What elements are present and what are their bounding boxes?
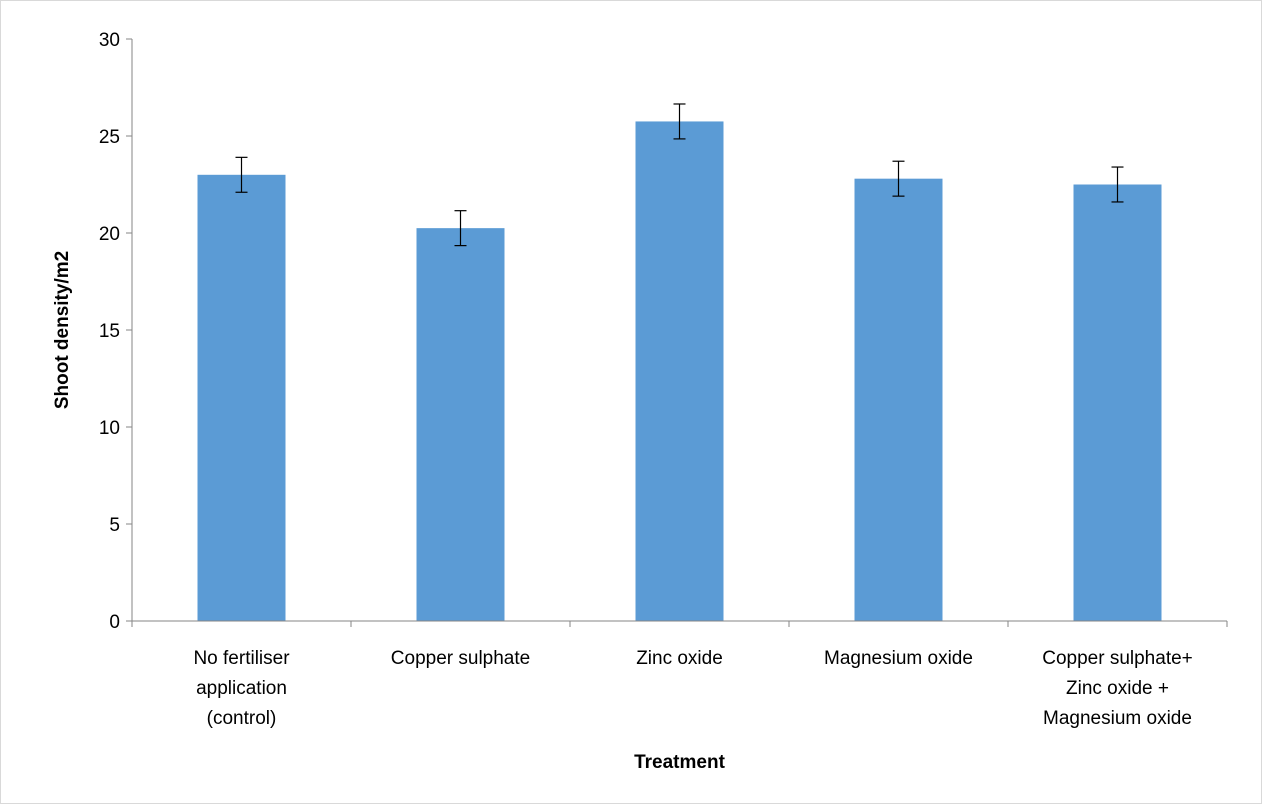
y-tick-label: 15 [99,321,120,342]
error-bars [235,103,1124,247]
x-tick-label: Copper sulphate [391,648,530,669]
y-tick-label: 20 [99,224,120,245]
x-tick-label: Copper sulphate+ Zinc oxide + Magnesium ox… [1042,648,1193,729]
x-tick-label: Zinc oxide [636,648,723,669]
y-tick-label: 0 [109,612,120,633]
y-tick-label: 5 [109,515,120,536]
bars [197,121,1162,622]
error-bar [673,103,686,140]
bar [1073,184,1162,621]
bar [635,121,724,621]
x-tick-label: No fertiliser application (control) [193,648,290,729]
bar [416,228,505,621]
x-tick-label: Magnesium oxide [824,648,973,669]
y-tick-label: 25 [99,127,120,148]
y-tick-label: 10 [99,418,120,439]
y-tick-label: 30 [99,30,120,51]
error-bar [235,156,248,193]
error-bar [1111,166,1124,203]
x-axis-title: Treatment [634,752,725,773]
bar [197,174,286,622]
y-axis-title: Shoot density/m2 [52,251,73,409]
x-axis-labels: No fertiliser application (control) Copper … [193,648,1192,729]
y-axis-ticks: 0 5 10 15 20 25 30 [99,30,1228,633]
error-bar [454,210,467,247]
bar [854,178,943,621]
error-bar [892,160,905,197]
